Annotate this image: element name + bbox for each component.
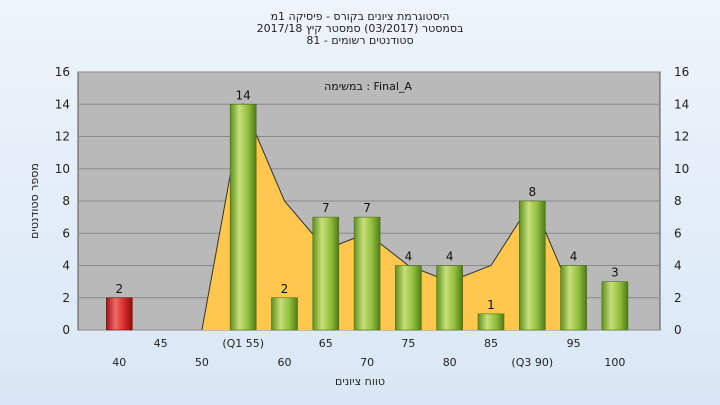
- chart-title-line-3: סטודנטים רשומים - 81: [306, 34, 414, 47]
- y-tick-right-8: 8: [674, 194, 682, 208]
- bar-65: [312, 216, 340, 331]
- distribution-area: [201, 104, 574, 330]
- x-axis-label: טווח ציונים: [335, 375, 385, 388]
- x-tick-7: 75: [401, 337, 415, 350]
- x-tick-5: 65: [319, 337, 333, 350]
- distribution-line: [201, 102, 575, 331]
- value-label-80: 4: [446, 250, 454, 264]
- chart-title-line-1: היסטוגרמת ציונים בקורס - פיסיקה 1מ: [270, 10, 450, 23]
- y-tick-right-0: 0: [674, 323, 682, 337]
- value-label-65: 7: [322, 201, 330, 215]
- y-tick-right-10: 10: [674, 162, 689, 176]
- y-tick-right-14: 14: [674, 97, 689, 111]
- chart-title-line-2: בסמסטר (03/2017) סמסטר קיץ 2017/18: [256, 22, 464, 35]
- y-tick-right-16: 16: [674, 65, 689, 79]
- value-label-85: 1: [487, 298, 495, 312]
- bar-80: [436, 265, 464, 331]
- y-tick-left-6: 6: [62, 226, 70, 240]
- y-tick-left-8: 8: [62, 194, 70, 208]
- bar-(Q1 55): [229, 103, 257, 331]
- y-tick-right-2: 2: [674, 291, 682, 305]
- x-tick-4: 60: [278, 356, 292, 369]
- y-tick-left-16: 16: [55, 65, 70, 79]
- task-annotation: במשימה : Final_A: [324, 80, 412, 93]
- bar-60: [271, 297, 298, 331]
- y-tick-left-4: 4: [62, 259, 70, 273]
- y-axis-label: מספר סטודנטים: [28, 163, 41, 239]
- value-label-40: 2: [115, 282, 123, 296]
- x-tick-12: 100: [604, 356, 625, 369]
- x-tick-1: 45: [154, 337, 168, 350]
- value-label-100: 3: [611, 266, 619, 280]
- bar-75: [395, 265, 422, 331]
- value-label-70: 7: [363, 201, 371, 215]
- y-tick-right-4: 4: [674, 259, 682, 273]
- x-tick-2: 50: [195, 356, 209, 369]
- y-tick-left-10: 10: [55, 162, 70, 176]
- x-tick-0: 40: [112, 356, 126, 369]
- value-label-(Q1 55): 14: [236, 88, 251, 102]
- y-tick-left-14: 14: [55, 97, 70, 111]
- bar-95: [560, 265, 587, 331]
- value-label-75: 4: [405, 250, 413, 264]
- y-tick-left-2: 2: [62, 291, 70, 305]
- value-label-60: 2: [281, 282, 289, 296]
- x-tick-3: (Q1 55): [222, 337, 264, 350]
- bar-(Q3 90): [518, 200, 546, 331]
- x-tick-10: (Q3 90): [511, 356, 553, 369]
- y-tick-left-0: 0: [62, 323, 70, 337]
- value-label-(Q3 90): 8: [528, 185, 536, 199]
- x-tick-8: 80: [443, 356, 457, 369]
- bar-85: [477, 313, 505, 331]
- bar-40: [106, 297, 133, 331]
- y-tick-left-12: 12: [55, 130, 70, 144]
- x-tick-11: 95: [567, 337, 581, 350]
- bar-70: [353, 216, 381, 331]
- value-label-95: 4: [570, 250, 578, 264]
- y-tick-right-12: 12: [674, 130, 689, 144]
- x-tick-9: 85: [484, 337, 498, 350]
- bar-100: [601, 281, 629, 331]
- y-tick-right-6: 6: [674, 226, 682, 240]
- x-tick-6: 70: [360, 356, 374, 369]
